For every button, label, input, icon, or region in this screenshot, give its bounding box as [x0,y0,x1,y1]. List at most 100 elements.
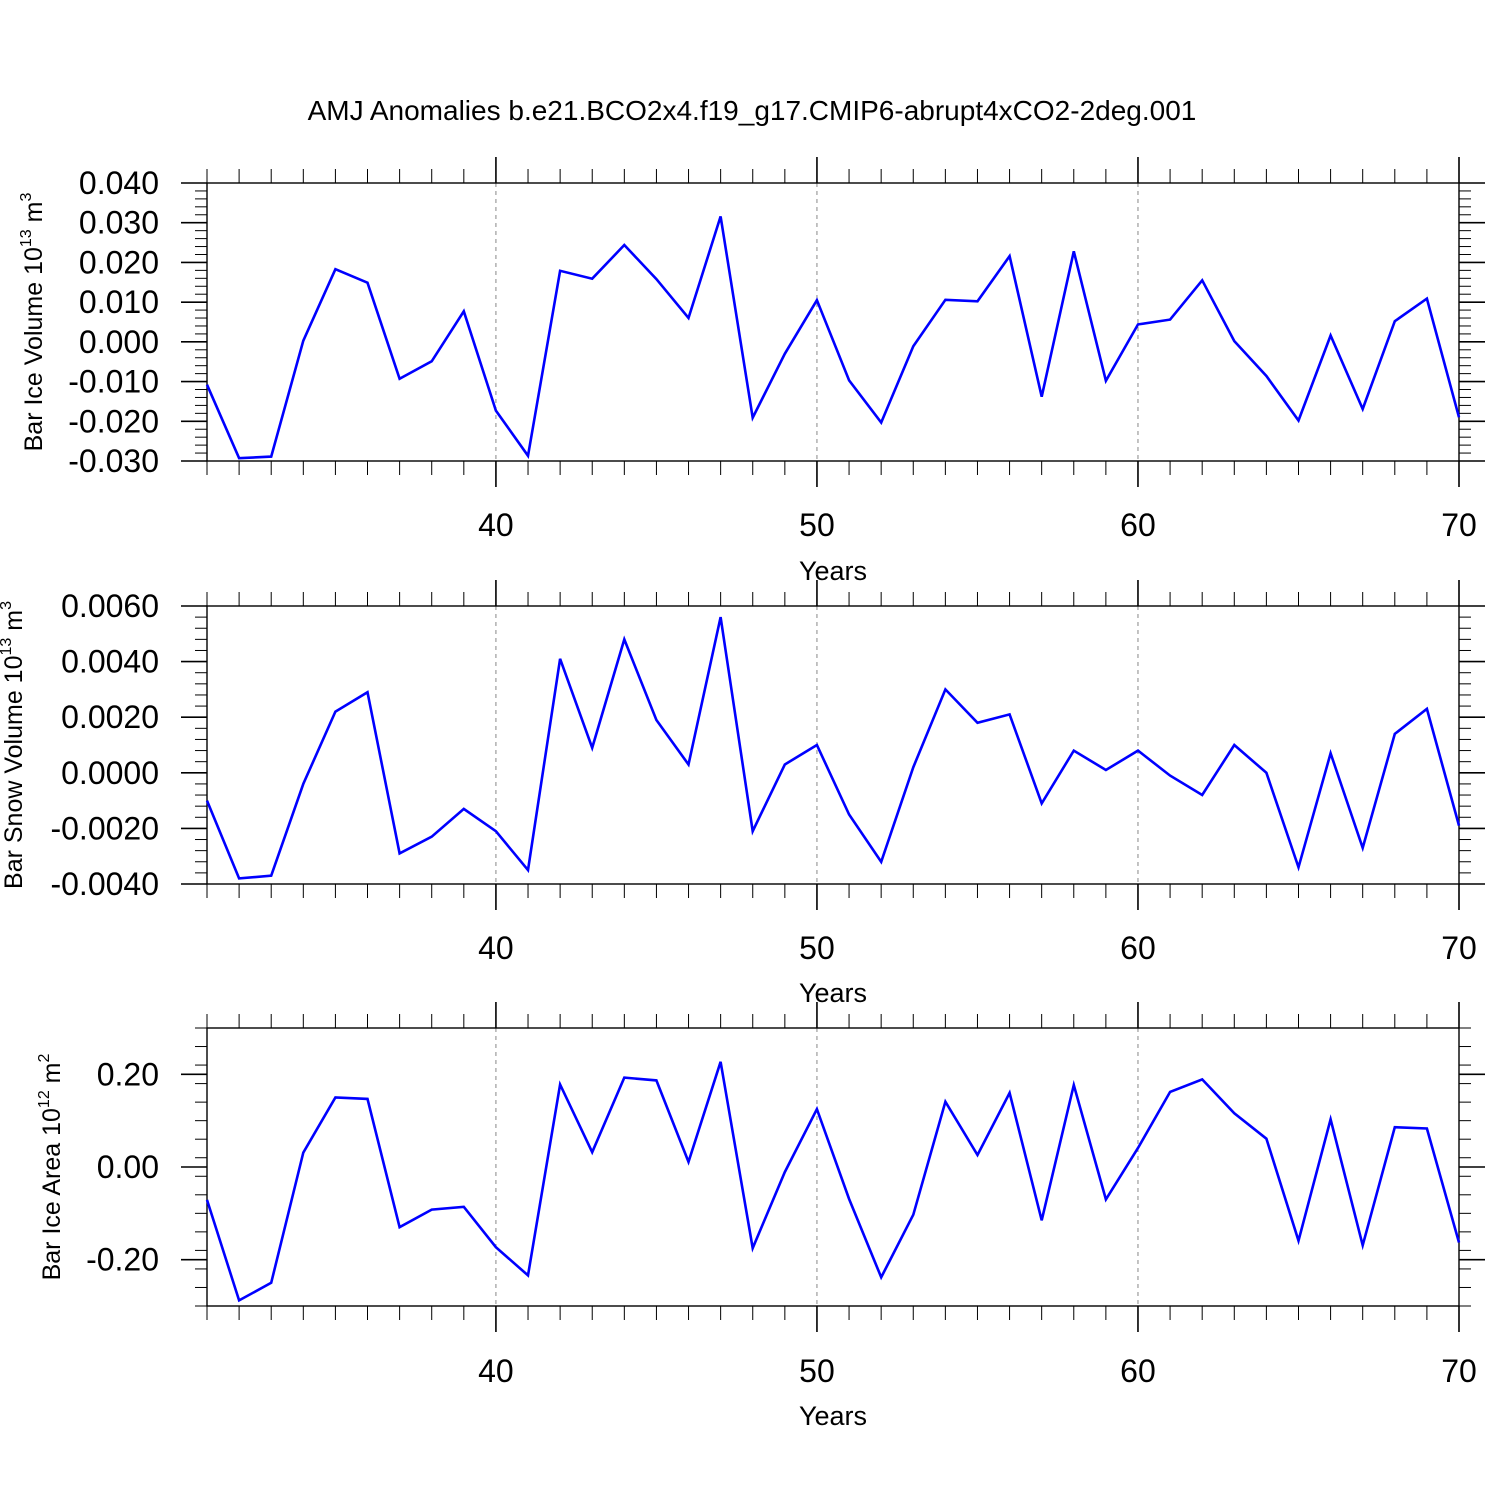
x-tick-label: 50 [799,930,835,966]
data-point [783,763,787,767]
data-point [1232,743,1236,747]
data-point [815,743,819,747]
data-point [976,1153,980,1157]
data-point [205,383,209,387]
data-point [911,765,915,769]
data-point [301,1151,305,1155]
y-tick-label: 0.000 [79,324,159,360]
y-tick-label: 0.20 [97,1056,159,1092]
data-point [366,281,370,285]
data-point [205,1198,209,1202]
y-tick-label: 0.020 [79,244,159,280]
data-point [526,868,530,872]
data-point [1361,1243,1365,1247]
data-point [879,1275,883,1279]
data-point [1136,749,1140,753]
data-point [398,851,402,855]
data-point [1297,419,1301,423]
data-point [911,1213,915,1217]
data-point [366,690,370,694]
x-tick-label: 50 [799,1353,835,1389]
y-axis-label: Bar Ice Area 1012 m2 [36,1054,66,1281]
data-point [1104,379,1108,383]
data-point [1168,774,1172,778]
data-point [1072,749,1076,753]
data-point [1200,278,1204,282]
y-tick-label: -0.20 [86,1242,159,1278]
data-point [366,1097,370,1101]
data-point [879,860,883,864]
x-axis-label: Years [799,978,867,1008]
y-tick-label: -0.010 [68,364,159,400]
data-point [1008,1091,1012,1095]
data-point [622,637,626,641]
data-point [751,1246,755,1250]
data-point [430,1208,434,1212]
data-point [269,1281,273,1285]
data-point [1457,1241,1461,1245]
data-point [1040,801,1044,805]
data-point [462,807,466,811]
x-tick-label: 60 [1120,1353,1156,1389]
y-tick-label: 0.030 [79,205,159,241]
data-point [943,1100,947,1104]
data-point [943,298,947,302]
x-tick-label: 70 [1441,930,1477,966]
data-point [1329,1117,1333,1121]
data-point [847,813,851,817]
data-point [1425,297,1429,301]
data-point [943,687,947,691]
data-point [494,829,498,833]
x-tick-label: 40 [478,507,514,543]
y-tick-label: -0.020 [68,403,159,439]
data-point [1264,1137,1268,1141]
data-point [1168,1090,1172,1094]
data-point [1008,254,1012,258]
data-point [1264,374,1268,378]
data-point [558,1083,562,1087]
panel-2: -0.0040 -0.0020 0.0000 0.0020 0.0040 0.0060 40… [0,580,1485,1008]
panel-3: -0.20 0.00 0.20 40 50 60 70 Years Bar Ice Area 1… [36,1002,1485,1431]
data-point [687,1160,691,1164]
data-point [1425,707,1429,711]
data-point [1393,1125,1397,1129]
y-tick-label: 0.0060 [61,588,159,624]
data-point [911,344,915,348]
data-point [1104,1197,1108,1201]
data-point [976,299,980,303]
x-tick-label: 70 [1441,507,1477,543]
data-point [719,214,723,218]
data-point [1457,824,1461,828]
data-point [751,829,755,833]
data-point [1297,1239,1301,1243]
data-point [269,455,273,459]
data-point [687,316,691,320]
data-point [847,378,851,382]
data-point [462,1205,466,1209]
x-tick-label: 50 [799,507,835,543]
x-axis-label: Years [799,1401,867,1431]
data-point [1232,339,1236,343]
data-point [237,456,241,460]
data-point [1329,334,1333,338]
series-line [205,616,1461,880]
data-point [269,874,273,878]
data-point [398,377,402,381]
data-point [976,721,980,725]
data-point [301,339,305,343]
data-point [237,1298,241,1302]
data-point [1168,318,1172,322]
data-point [622,243,626,247]
data-point [1136,322,1140,326]
data-point [783,1170,787,1174]
x-axis-label: Years [799,556,867,586]
y-tick-label: 0.010 [79,284,159,320]
y-axis-label: Bar Snow Volume 1013 m3 [0,601,28,889]
data-point [1232,1111,1236,1115]
data-point [1136,1146,1140,1150]
data-point [719,615,723,619]
data-point [494,409,498,413]
chart-title: AMJ Anomalies b.e21.BCO2x4.f19_g17.CMIP6… [308,95,1197,126]
